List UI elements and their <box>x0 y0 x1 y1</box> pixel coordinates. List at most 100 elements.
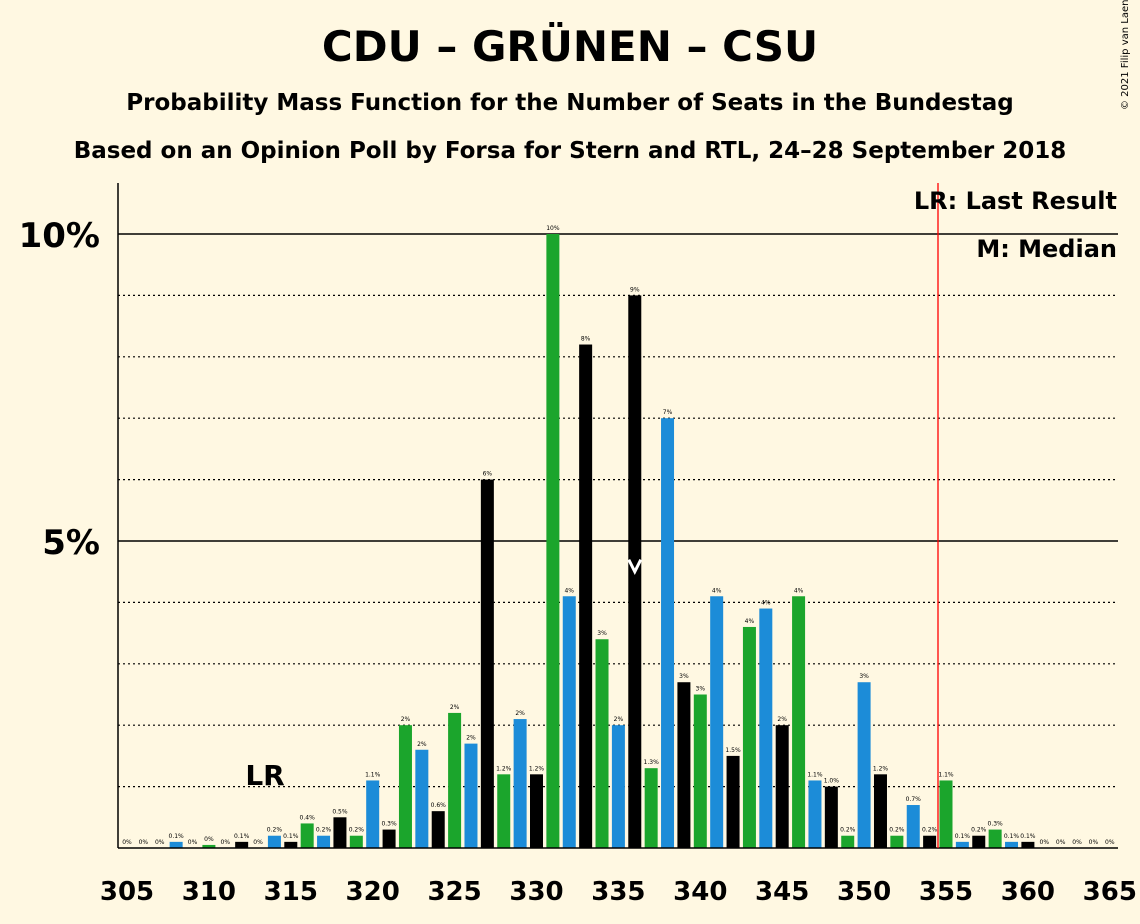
bar-326 <box>464 743 478 848</box>
x-tick-345: 345 <box>755 877 809 907</box>
bar-label-341: 4% <box>712 587 722 594</box>
markers: LR <box>245 183 939 848</box>
bar-label-361: 0% <box>1040 839 1050 846</box>
bar-358 <box>988 829 1002 848</box>
bar-label-337: 1.3% <box>644 759 660 766</box>
x-tick-315: 315 <box>264 877 318 907</box>
bar-344 <box>759 608 773 848</box>
bar-327 <box>480 479 494 848</box>
bar-label-313: 0% <box>253 839 263 846</box>
bar-315 <box>284 841 298 848</box>
bar-label-309: 0% <box>188 839 198 846</box>
bar-322 <box>398 725 412 848</box>
bar-label-324: 0.6% <box>431 802 447 809</box>
bar-343 <box>742 626 756 848</box>
bar-330 <box>530 774 543 848</box>
bar-360 <box>1021 841 1035 848</box>
bar-346 <box>792 596 806 848</box>
bar-label-358: 0.3% <box>988 821 1004 828</box>
bar-label-357: 0.2% <box>971 827 987 834</box>
bar-label-316: 0.4% <box>300 814 316 821</box>
bar-357 <box>972 835 986 848</box>
bar-label-318: 0.5% <box>332 808 348 815</box>
bar-308 <box>169 841 183 848</box>
bar-label-323: 2% <box>417 741 427 748</box>
x-tick-305: 305 <box>100 877 154 907</box>
bar-349 <box>841 835 855 848</box>
median-marker <box>627 559 643 576</box>
x-tick-330: 330 <box>509 877 563 907</box>
bar-label-328: 1.2% <box>496 765 512 772</box>
y-axis-ticks: 5% 10% <box>19 216 100 563</box>
bar-331 <box>546 234 560 848</box>
bar-label-342: 1.5% <box>725 747 741 754</box>
bar-label-356: 0.1% <box>955 833 971 840</box>
x-tick-360: 360 <box>1001 877 1055 907</box>
bar-310 <box>202 844 216 848</box>
bar-label-349: 0.2% <box>840 827 856 834</box>
bar-317 <box>317 835 331 848</box>
bar-325 <box>448 712 462 848</box>
bar-355 <box>939 780 953 848</box>
bar-label-308: 0.1% <box>169 833 185 840</box>
bar-label-307: 0% <box>155 839 165 846</box>
bar-label-347: 1.1% <box>807 771 823 778</box>
bar-label-336: 9% <box>630 286 640 293</box>
bar-label-344: 4% <box>761 600 771 607</box>
x-tick-340: 340 <box>673 877 727 907</box>
bar-label-322: 2% <box>401 716 411 723</box>
bar-label-353: 0.7% <box>906 796 922 803</box>
bar-label-352: 0.2% <box>889 827 905 834</box>
bar-label-312: 0.1% <box>234 833 250 840</box>
bar-321 <box>382 829 396 848</box>
last-result-marker: LR <box>245 759 284 792</box>
bar-319 <box>349 835 363 848</box>
axes <box>117 183 1118 849</box>
bar-339 <box>677 682 691 848</box>
bar-312 <box>235 841 249 848</box>
bar-323 <box>415 749 429 848</box>
bar-label-326: 2% <box>466 735 476 742</box>
bar-label-319: 0.2% <box>349 827 365 834</box>
bar-316 <box>300 823 314 848</box>
bar-label-339: 3% <box>679 673 689 680</box>
bar-label-310: 0% <box>204 836 214 843</box>
bar-label-331: 10% <box>546 225 560 232</box>
bar-340 <box>693 694 707 848</box>
x-tick-335: 335 <box>591 877 645 907</box>
bar-324 <box>431 811 445 848</box>
chart-title: CDU – GRÜNEN – CSU <box>321 22 819 71</box>
x-tick-350: 350 <box>837 877 891 907</box>
bar-label-363: 0% <box>1072 839 1082 846</box>
grid-lines <box>118 233 1118 788</box>
bar-label-350: 3% <box>859 673 869 680</box>
bar-label-320: 1.1% <box>365 771 381 778</box>
bar-356 <box>955 841 969 848</box>
bar-label-311: 0% <box>221 839 231 846</box>
bar-label-360: 0.1% <box>1020 833 1036 840</box>
bar-label-333: 8% <box>581 336 591 343</box>
bar-label-306: 0% <box>139 839 149 846</box>
bar-354 <box>923 835 937 848</box>
bar-320 <box>366 780 380 848</box>
bar-label-362: 0% <box>1056 839 1066 846</box>
y-tick-5: 5% <box>42 523 100 563</box>
bar-342 <box>726 755 740 848</box>
bar-label-346: 4% <box>794 587 804 594</box>
bar-label-327: 6% <box>483 471 493 478</box>
bar-label-325: 2% <box>450 704 460 711</box>
bar-328 <box>497 774 511 848</box>
bar-359 <box>1005 841 1019 848</box>
x-tick-325: 325 <box>427 877 481 907</box>
bar-333 <box>579 344 593 848</box>
bar-label-335: 2% <box>614 716 624 723</box>
bar-label-348: 1.0% <box>824 778 840 785</box>
bars <box>169 234 1035 848</box>
x-axis-ticks: 305 310 315 320 325 330 335 340 345 350 355 360 365 <box>100 877 1137 907</box>
bar-335 <box>611 725 625 848</box>
bar-347 <box>808 780 822 848</box>
legend-median: M: Median <box>976 235 1117 263</box>
bar-329 <box>513 719 527 848</box>
bar-labels: 0% 0% 0%0.1%0% 0% 0%0.1%0%0.2%0.1%0.4%0.2%0.… <box>122 225 1115 846</box>
